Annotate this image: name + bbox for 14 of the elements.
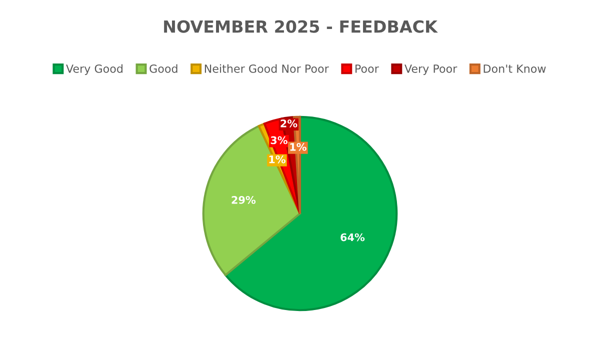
pie-slice: [224, 116, 398, 312]
legend-label: Neither Good Nor Poor: [204, 64, 329, 73]
legend-label: Don't Know: [484, 64, 546, 73]
data-label: 1%: [290, 142, 306, 151]
legend-label: Good: [150, 64, 178, 73]
data-label: 1%: [269, 155, 286, 164]
chart-title: NOVEMBER 2025 - FEEDBACK: [164, 20, 438, 33]
data-label: 29%: [232, 196, 256, 204]
legend-label: Very Poor: [404, 64, 458, 76]
legend-label: Poor: [356, 64, 379, 73]
data-label: 2%: [280, 120, 298, 128]
legend-label: Very Good: [66, 64, 122, 76]
data-label: 3%: [270, 136, 288, 144]
data-label: 64%: [340, 233, 365, 242]
